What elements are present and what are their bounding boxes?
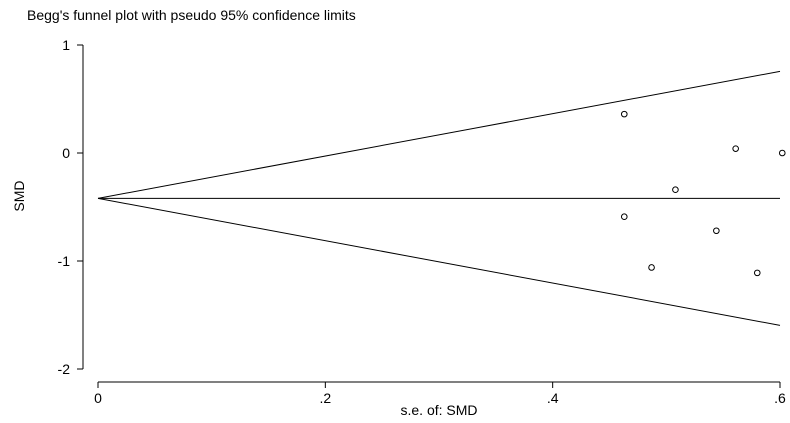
y-axis-ticks: 1 0 -1 -2 — [58, 37, 83, 377]
study-point — [753, 269, 761, 277]
funnel-lines — [97, 70, 781, 326]
lower-confidence-limit-line — [97, 197, 781, 326]
x-tick-label: .2 — [319, 390, 331, 406]
study-point — [672, 186, 679, 194]
study-point — [648, 264, 655, 271]
study-point — [620, 213, 628, 221]
study-point — [713, 227, 720, 235]
chart-title: Begg's funnel plot with pseudo 95% confi… — [27, 7, 356, 23]
data-points — [620, 110, 786, 277]
x-tick-label: .6 — [774, 390, 786, 406]
y-tick-label: -1 — [58, 253, 71, 269]
y-tick-label: 0 — [62, 145, 70, 161]
y-axis-label: SMD — [11, 180, 27, 211]
x-axis-ticks: 0 .2 .4 .6 — [94, 382, 786, 406]
upper-confidence-limit-line — [97, 70, 781, 199]
study-point — [620, 110, 628, 118]
x-axis-label: s.e. of: SMD — [400, 402, 477, 418]
study-point — [732, 145, 739, 152]
x-tick-label: 0 — [94, 390, 102, 406]
x-tick-label: .4 — [547, 390, 559, 406]
y-tick-label: 1 — [62, 37, 70, 53]
study-point — [778, 149, 786, 157]
y-tick-label: -2 — [58, 361, 71, 377]
